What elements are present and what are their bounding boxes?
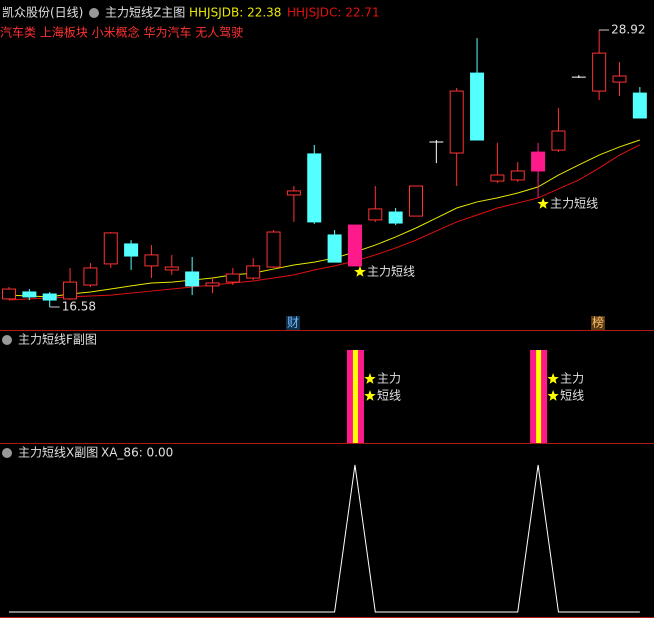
ma-line <box>8 144 641 301</box>
candle-body <box>409 185 423 217</box>
candle-body <box>449 90 464 154</box>
candle-body <box>327 234 342 263</box>
signal-label: 短线 <box>377 389 401 403</box>
signal-stripe <box>352 350 358 443</box>
indicator-name: 主力短线Z主图 <box>105 6 185 20</box>
candle-body <box>388 211 403 224</box>
candle-body <box>286 190 301 196</box>
candle-body <box>103 232 118 265</box>
candle-body <box>164 266 179 271</box>
candle-body <box>368 208 383 221</box>
signal-star <box>364 373 376 384</box>
signal-star <box>364 390 376 401</box>
indicator-line <box>9 464 640 613</box>
candle-body <box>551 130 566 151</box>
signal-star <box>547 373 559 384</box>
candle-body <box>225 273 240 283</box>
candle-body <box>83 267 98 286</box>
candle-body <box>490 174 505 182</box>
high-label: 28.92 <box>611 23 645 37</box>
legend-entry: HHJSJDB: 22.38 <box>189 6 281 20</box>
signal-label: 主力短线 <box>367 264 415 278</box>
signal-label: 主力 <box>377 372 401 386</box>
marker-label[interactable]: 财 <box>287 316 299 330</box>
signal-star <box>537 197 549 209</box>
low-label: 16.58 <box>62 300 96 314</box>
signal-label: 主力 <box>560 372 584 386</box>
legend-entry: HHJSJDC: 22.71 <box>287 6 380 20</box>
pane-legend: XA_86: 0.00 <box>101 446 173 460</box>
candle-body <box>124 243 139 257</box>
candle-body <box>42 293 57 301</box>
candle-body <box>22 291 37 298</box>
candle-body <box>144 254 159 267</box>
menu-icon[interactable] <box>2 448 12 458</box>
candle-body <box>632 92 647 119</box>
menu-icon[interactable] <box>2 335 12 345</box>
signal-label: 短线 <box>560 389 584 403</box>
candle-body <box>266 231 281 268</box>
marker-box[interactable] <box>286 316 300 330</box>
candle-body <box>592 52 607 92</box>
candle-body <box>246 265 261 279</box>
marker-box[interactable] <box>591 316 605 330</box>
signal-label: 主力短线 <box>550 196 598 210</box>
candle-body <box>205 282 220 287</box>
pane-title: 主力短线F副图 <box>18 333 97 347</box>
concept-tags: 汽车类 上海板块 小米概念 华为汽车 无人驾驶 <box>0 25 243 40</box>
signal-star <box>547 390 559 401</box>
candle-body <box>63 281 78 300</box>
candle-body <box>185 271 200 287</box>
candle-body <box>531 151 546 172</box>
marker-label[interactable]: 榜 <box>592 315 604 330</box>
candle-body <box>347 224 362 267</box>
candle-body <box>307 153 322 223</box>
ma-line <box>8 139 641 298</box>
stock-name: 凯众股份(日线) <box>2 6 83 20</box>
candle-body <box>612 75 627 83</box>
menu-icon[interactable] <box>89 8 99 18</box>
candle-body <box>470 72 485 141</box>
candle-body <box>510 170 525 181</box>
candle-body <box>2 288 16 300</box>
pane-title: 主力短线X副图 <box>18 446 98 460</box>
signal-star <box>354 265 366 277</box>
signal-stripe <box>536 350 542 443</box>
